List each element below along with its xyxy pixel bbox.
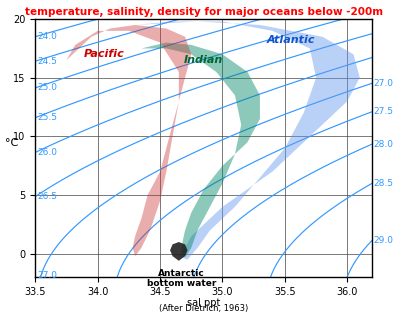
Text: Antarctic
bottom water: Antarctic bottom water [147,269,216,288]
Polygon shape [170,242,188,261]
Polygon shape [66,25,191,256]
Polygon shape [141,43,260,257]
Text: Indian: Indian [184,55,223,65]
Polygon shape [135,21,360,259]
Text: 28.5: 28.5 [373,179,393,188]
Text: Atlantic: Atlantic [267,35,315,45]
Text: 27.5: 27.5 [373,107,393,116]
Text: 25.0: 25.0 [38,83,58,92]
Text: 25.5: 25.5 [38,113,58,122]
X-axis label: sal ppt: sal ppt [187,298,220,308]
Text: 27.0: 27.0 [373,79,393,88]
Text: 26.0: 26.0 [38,148,58,157]
Text: 28.0: 28.0 [373,140,393,149]
Text: Pacific: Pacific [84,49,124,59]
Y-axis label: °C: °C [5,138,18,148]
Text: 24.5: 24.5 [38,57,58,66]
Text: (After Dietrich, 1963): (After Dietrich, 1963) [159,304,248,313]
Text: 26.5: 26.5 [38,192,58,201]
Text: 27.0: 27.0 [38,271,58,280]
Text: 24.0: 24.0 [38,32,58,41]
Text: 29.0: 29.0 [373,236,393,245]
Title: temperature, salinity, density for major oceans below -200m: temperature, salinity, density for major… [25,7,383,17]
